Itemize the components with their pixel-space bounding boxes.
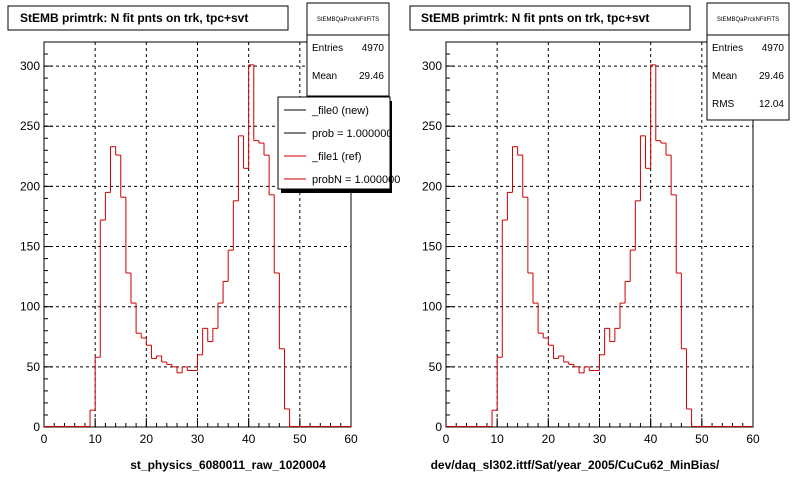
right-x-tick-label: 10: [490, 432, 504, 446]
right-chart-title: StEMB primtrk: N fit pnts on trk, tpc+sv…: [421, 11, 649, 25]
right-y-tick-label: 300: [422, 59, 442, 73]
left-stats-mean-label: Mean: [312, 71, 337, 82]
left-stats-entries-label: Entries: [312, 43, 343, 54]
right-x-axis-label: dev/daq_sl302.ittf/Sat/year_2005/CuCu62_…: [431, 458, 720, 472]
right-stats-mean-value: 29.46: [759, 71, 784, 82]
right-y-tick-label: 50: [429, 360, 443, 374]
right-stats-mean-label: Mean: [712, 71, 737, 82]
left-x-axis-label: st_physics_6080011_raw_1020004: [130, 458, 326, 472]
left-x-tick-label: 40: [242, 432, 256, 446]
right-y-tick-label: 250: [422, 119, 442, 133]
legend-label-probN: probN = 1.000000: [312, 174, 400, 186]
right-plot-area: 0 10 20 30 40 50 60 0 50 100 150 200 250 300: [422, 41, 760, 446]
left-x-tick-label: 0: [41, 432, 48, 446]
legend-label-file1: _file1 (ref): [311, 151, 362, 163]
right-x-tick-label: 0: [443, 432, 450, 446]
left-y-tick-label: 100: [20, 300, 40, 314]
left-stats-entries-value: 4970: [362, 43, 385, 54]
left-stats-name: StEMBQaPrckNFitFiTS: [317, 17, 379, 23]
left-x-tick-label: 50: [293, 432, 307, 446]
left-y-tick-label: 200: [20, 179, 40, 193]
right-panel: StEMB primtrk: N fit pnts on trk, tpc+sv…: [409, 2, 790, 472]
left-x-tick-label: 60: [344, 432, 358, 446]
right-stats-entries-value: 4970: [762, 43, 785, 54]
right-y-tick-label: 200: [422, 179, 442, 193]
right-x-tick-label: 30: [593, 432, 607, 446]
left-title-box: [7, 5, 289, 31]
left-stats-mean-value: 29.46: [359, 71, 384, 82]
right-x-tick-label: 20: [542, 432, 556, 446]
left-x-tick-label: 20: [140, 432, 154, 446]
left-panel: StEMB primtrk: N fit pnts on trk, tpc+sv…: [7, 2, 400, 472]
right-stats-name: StEMBQaPrckNFitFiTS: [717, 17, 779, 23]
left-x-tick-label: 30: [191, 432, 205, 446]
right-y-tick-label: 0: [435, 420, 442, 434]
left-legend: _file0 (new) prob = 1.000000 _file1 (ref…: [277, 96, 400, 193]
right-x-tick-label: 60: [746, 432, 760, 446]
right-stats-box: StEMBQaPrckNFitFiTS Entries 4970 Mean 29…: [706, 2, 790, 121]
left-y-tick-label: 250: [20, 119, 40, 133]
right-x-tick-label: 50: [695, 432, 709, 446]
right-y-tick-label: 150: [422, 240, 442, 254]
right-stats-rms-label: RMS: [712, 99, 735, 110]
right-stats-entries-label: Entries: [712, 43, 743, 54]
left-stats-box: StEMBQaPrckNFitFiTS Entries 4970 Mean 29…: [306, 2, 390, 97]
right-title-box: [409, 5, 691, 31]
left-x-tick-label: 10: [88, 432, 102, 446]
right-y-tick-label: 100: [422, 300, 442, 314]
left-y-tick-label: 0: [33, 420, 40, 434]
left-y-tick-label: 300: [20, 59, 40, 73]
right-stats-rms-value: 12.04: [759, 99, 784, 110]
legend-label-prob: prob = 1.000000: [312, 128, 392, 140]
left-y-tick-label: 50: [27, 360, 41, 374]
right-x-tick-label: 40: [644, 432, 658, 446]
left-y-tick-label: 150: [20, 240, 40, 254]
legend-label-file0: _file0 (new): [311, 105, 369, 117]
left-chart-title: StEMB primtrk: N fit pnts on trk, tpc+sv…: [20, 11, 248, 25]
